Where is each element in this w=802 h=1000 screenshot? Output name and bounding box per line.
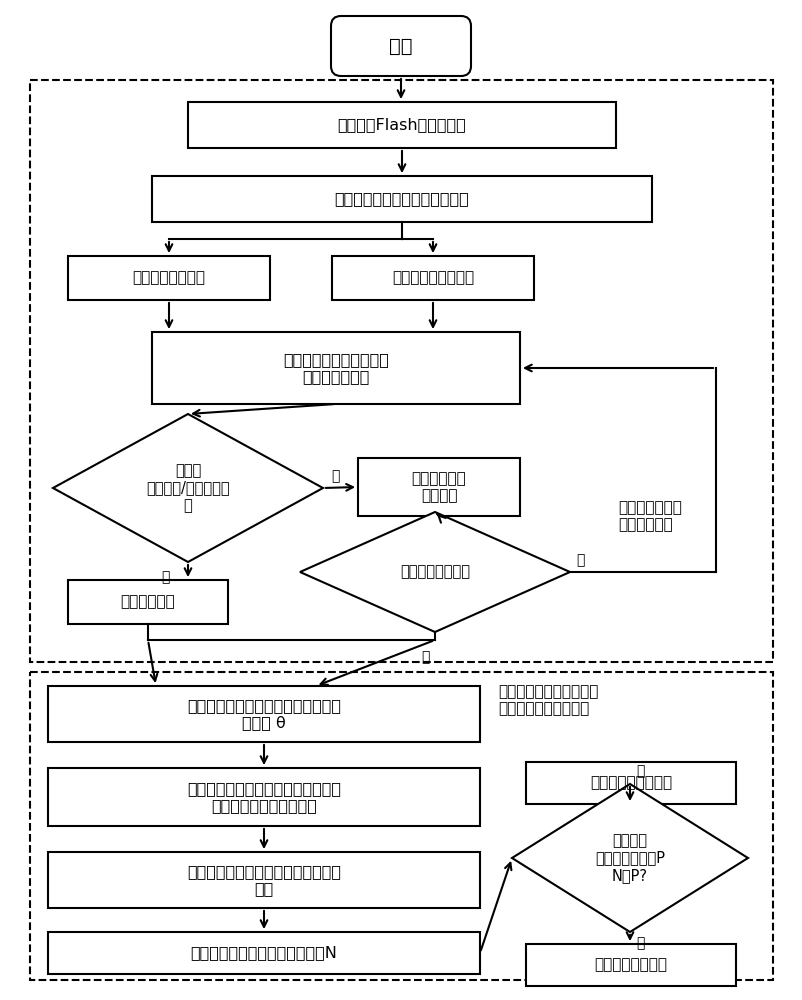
- Text: 否: 否: [331, 469, 339, 483]
- FancyBboxPatch shape: [526, 944, 736, 986]
- Text: 步骤七：计算常温下耐擦写次数N: 步骤七：计算常温下耐擦写次数N: [191, 946, 338, 960]
- Text: 步骤四：计算各温度组平均无故障间
隔时间 θ: 步骤四：计算各温度组平均无故障间 隔时间 θ: [187, 698, 341, 730]
- Text: 步骤二：热电应力施加方案确定: 步骤二：热电应力施加方案确定: [334, 192, 469, 207]
- Text: 是: 是: [636, 936, 644, 950]
- Text: 步骤五：计算环境温度与该温度平均
无故障工作时间函数关系: 步骤五：计算环境温度与该温度平均 无故障工作时间函数关系: [187, 781, 341, 813]
- Text: 是: 是: [422, 650, 430, 664]
- Text: 步骤一：Flash存储器初筛: 步骤一：Flash存储器初筛: [338, 117, 467, 132]
- FancyBboxPatch shape: [188, 102, 616, 148]
- Text: 不符合擦写性能要求: 不符合擦写性能要求: [590, 776, 672, 790]
- Text: 是: 是: [162, 570, 170, 584]
- FancyBboxPatch shape: [48, 686, 480, 742]
- Polygon shape: [300, 512, 570, 632]
- FancyBboxPatch shape: [332, 256, 534, 300]
- FancyBboxPatch shape: [358, 458, 520, 516]
- Text: 记录读出数据
错误数量: 记录读出数据 错误数量: [411, 471, 467, 503]
- Polygon shape: [53, 414, 323, 562]
- Text: 步骤六：计算常温下平均无故障工作
时间: 步骤六：计算常温下平均无故障工作 时间: [187, 864, 341, 896]
- Text: 失效：
没有读出/故障单元过
多: 失效： 没有读出/故障单元过 多: [146, 463, 230, 513]
- Text: 电应力：擦写读循环: 电应力：擦写读循环: [392, 270, 474, 286]
- FancyBboxPatch shape: [526, 762, 736, 804]
- Text: 计算平均无故障间隔时间
得出常温下耐擦写次数: 计算平均无故障间隔时间 得出常温下耐擦写次数: [498, 684, 598, 716]
- FancyBboxPatch shape: [68, 580, 228, 624]
- Text: 否: 否: [576, 553, 585, 567]
- FancyBboxPatch shape: [68, 256, 270, 300]
- FancyBboxPatch shape: [48, 768, 480, 826]
- Text: 热应力：高温分组: 热应力：高温分组: [132, 270, 205, 286]
- Text: 步骤三：进行各温度下的
擦写读循环试验: 步骤三：进行各温度下的 擦写读循环试验: [283, 352, 389, 384]
- Text: 记录失效时间: 记录失效时间: [120, 594, 176, 609]
- FancyBboxPatch shape: [48, 852, 480, 908]
- Text: 开始: 开始: [389, 36, 413, 55]
- FancyBboxPatch shape: [152, 176, 652, 222]
- Polygon shape: [512, 784, 748, 932]
- Text: 擦写循环试验与
数据错误收集: 擦写循环试验与 数据错误收集: [618, 500, 682, 532]
- Text: 否: 否: [636, 764, 644, 778]
- Text: 步骤八：
规定耐擦写次数P
N＞P?: 步骤八： 规定耐擦写次数P N＞P?: [595, 833, 665, 883]
- Text: 到达预设试验时间: 到达预设试验时间: [400, 564, 470, 580]
- Text: 符合擦写性能要求: 符合擦写性能要求: [594, 958, 667, 972]
- FancyBboxPatch shape: [48, 932, 480, 974]
- FancyBboxPatch shape: [152, 332, 520, 404]
- FancyBboxPatch shape: [331, 16, 471, 76]
